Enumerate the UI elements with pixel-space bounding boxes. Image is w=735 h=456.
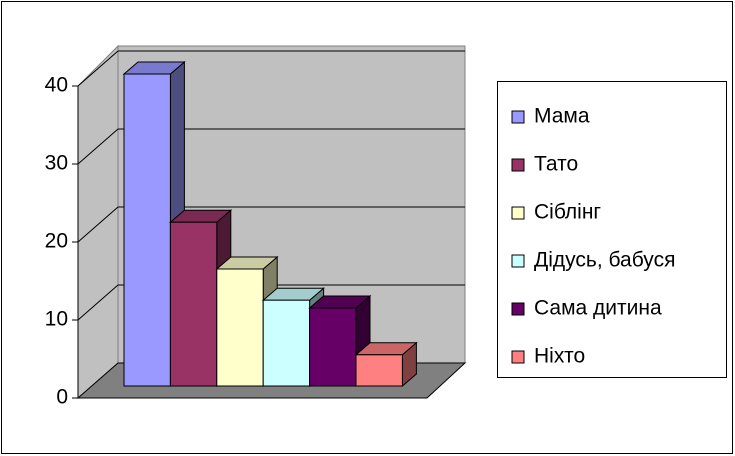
y-tick-label: 10 [45, 308, 68, 331]
legend-label: Мама [534, 105, 590, 128]
bar [355, 354, 403, 387]
legend-label: Тато [534, 153, 578, 176]
bar [169, 221, 218, 387]
bar [309, 307, 357, 387]
side-wall [77, 44, 119, 400]
legend [497, 81, 727, 378]
bar [262, 299, 311, 387]
bar [216, 268, 264, 387]
legend-label: Сама дитина [534, 297, 662, 320]
y-tick-label: 0 [56, 386, 68, 409]
y-tick-label: 40 [45, 74, 68, 97]
grid-line [77, 50, 119, 87]
bar [123, 73, 171, 387]
legend-label: Ніхто [534, 345, 585, 368]
grid-line [77, 206, 119, 243]
legend-label: Дідусь, бабуся [534, 249, 675, 272]
legend-swatch [511, 302, 525, 316]
legend-label: Сіблінг [534, 201, 601, 224]
legend-swatch [511, 206, 525, 220]
legend-swatch [511, 254, 525, 268]
grid-line [77, 128, 119, 165]
y-tick-label: 20 [45, 230, 68, 253]
y-tick-label: 30 [45, 152, 68, 175]
legend-swatch [511, 158, 525, 172]
legend-swatch [511, 350, 525, 364]
legend-swatch [511, 110, 525, 124]
grid-line [77, 284, 119, 321]
